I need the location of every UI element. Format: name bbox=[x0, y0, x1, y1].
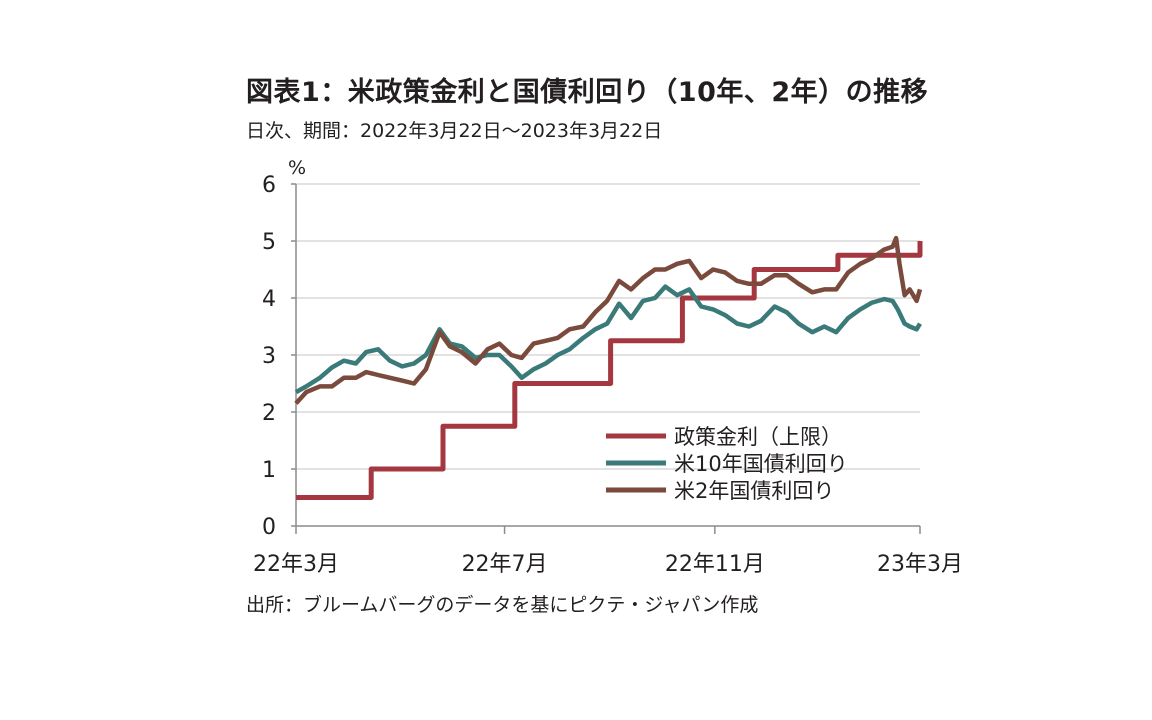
axes: 0 1 2 3 4 5 6% 22年3月 22年7月 22年11月 23年3月 bbox=[253, 157, 963, 577]
series-line-1 bbox=[294, 284, 922, 395]
series-line-2 bbox=[294, 235, 923, 405]
y-unit-label: % bbox=[288, 157, 306, 179]
legend-label-1: 米10年国債利回り bbox=[674, 452, 848, 476]
x-tick-label-2: 22年11月 bbox=[665, 552, 765, 577]
x-tick-label-3: 23年3月 bbox=[877, 552, 963, 577]
chart-title: 図表1：米政策金利と国債利回り（10年、2年）の推移 bbox=[246, 77, 929, 108]
chart-subtitle: 日次、期間：2022年3月22日～2023年3月22日 bbox=[246, 120, 663, 142]
source-note: 出所：ブルームバーグのデータを基にピクテ・ジャパン作成 bbox=[246, 594, 759, 616]
y-tick-label-5: 5 bbox=[262, 230, 276, 255]
legend-label-2: 米2年国債利回り bbox=[674, 479, 834, 503]
legend-label-0: 政策金利（上限） bbox=[674, 425, 842, 449]
y-tick-label-0: 0 bbox=[262, 515, 276, 540]
x-tick-label-1: 22年7月 bbox=[462, 552, 548, 577]
gridlines bbox=[296, 183, 920, 470]
y-tick-label-1: 1 bbox=[262, 458, 276, 483]
y-tick-label-2: 2 bbox=[262, 401, 276, 426]
series-line-0 bbox=[296, 241, 923, 500]
y-tick-label-3: 3 bbox=[262, 344, 276, 369]
series-lines bbox=[294, 235, 923, 500]
y-tick-label-4: 4 bbox=[262, 287, 276, 312]
y-tick-label-6: 6 bbox=[262, 173, 276, 198]
x-tick-label-0: 22年3月 bbox=[253, 552, 339, 577]
